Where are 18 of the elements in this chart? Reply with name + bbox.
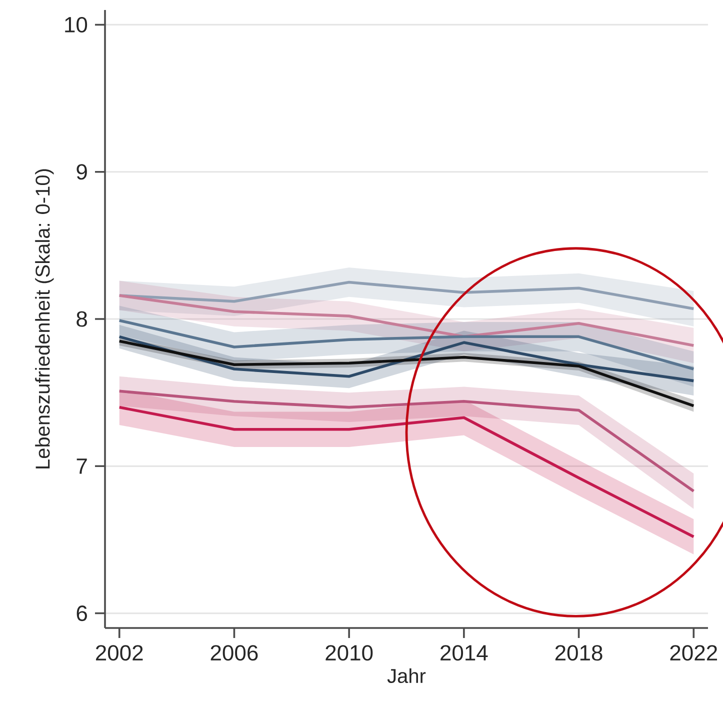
x-tick-label: 2002	[96, 645, 143, 661]
line-series	[118, 335, 696, 382]
x-tick-label: 2014	[440, 645, 488, 661]
y-tick-label: 8	[76, 311, 87, 327]
y-axis-title: Lebenszufriedenheit (Skala: 0-10)	[35, 169, 54, 468]
y-tick-label: 10	[65, 16, 88, 33]
y-tick-label: 7	[76, 458, 87, 474]
y-tick-label: 9	[76, 164, 87, 180]
x-tick-label: 2010	[326, 645, 373, 661]
x-tick-label: 2006	[210, 645, 258, 661]
x-tick-label: 2018	[555, 645, 602, 661]
x-tick-label: 2022	[670, 645, 717, 661]
line-series	[118, 390, 696, 493]
x-axis-title: Jahr	[387, 668, 426, 684]
line-series	[118, 319, 696, 370]
y-tick-label: 6	[76, 606, 87, 622]
line-series	[118, 406, 696, 538]
line-series	[118, 294, 696, 347]
